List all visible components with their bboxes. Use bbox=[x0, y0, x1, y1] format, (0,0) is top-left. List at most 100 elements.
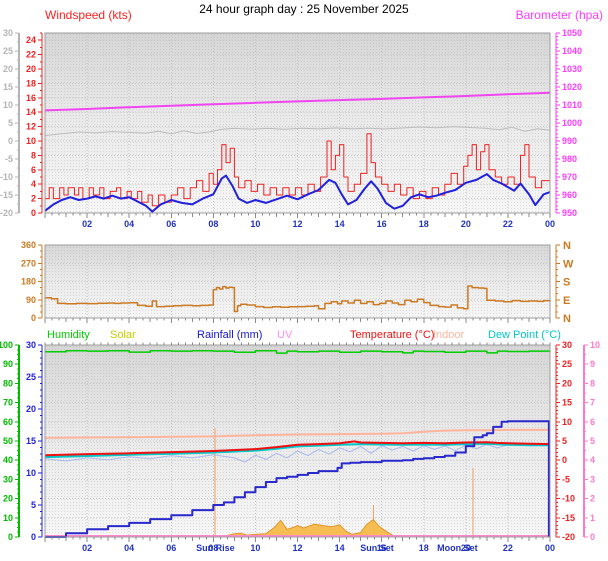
series-temperature bbox=[44, 440, 551, 457]
svg-text:5: 5 bbox=[8, 118, 13, 128]
svg-text:980: 980 bbox=[562, 154, 577, 164]
svg-text:-10: -10 bbox=[562, 494, 575, 504]
svg-text:16: 16 bbox=[26, 93, 36, 103]
svg-text:6: 6 bbox=[31, 165, 36, 175]
direction-letter: N bbox=[563, 313, 571, 325]
series-wind-chill bbox=[44, 444, 550, 463]
svg-text:990: 990 bbox=[562, 136, 577, 146]
svg-text:70: 70 bbox=[3, 398, 13, 408]
legend-item-indoor: Indoor bbox=[433, 329, 465, 341]
event-label: Moon Set bbox=[437, 543, 478, 553]
x-tick-label: 06 bbox=[166, 543, 176, 553]
svg-text:360: 360 bbox=[21, 240, 36, 250]
svg-text:10: 10 bbox=[3, 513, 13, 523]
svg-text:25: 25 bbox=[26, 372, 36, 382]
svg-text:3: 3 bbox=[590, 474, 595, 484]
x-tick-label: 10 bbox=[250, 219, 260, 229]
x-tick-label: 08 bbox=[208, 219, 218, 229]
panel-wind-barometer: 024681012141618202224-20-15-10-505101520… bbox=[0, 28, 582, 229]
svg-text:20: 20 bbox=[3, 494, 13, 504]
x-tick-label: 12 bbox=[292, 543, 302, 553]
x-tick-label: 14 bbox=[335, 219, 345, 229]
series-solar bbox=[223, 519, 399, 538]
svg-text:15: 15 bbox=[562, 398, 572, 408]
svg-text:1010: 1010 bbox=[562, 100, 582, 110]
direction-letter: S bbox=[563, 277, 570, 289]
x-tick-label: 22 bbox=[503, 219, 513, 229]
x-tick-label: 20 bbox=[461, 543, 471, 553]
direction-letter: N bbox=[563, 240, 571, 252]
x-tick-label: 22 bbox=[503, 543, 513, 553]
x-tick-label: 00 bbox=[545, 543, 555, 553]
direction-letter: W bbox=[563, 258, 574, 270]
x-tick-label: 14 bbox=[335, 543, 345, 553]
x-tick-label: 12 bbox=[292, 219, 302, 229]
svg-text:-15: -15 bbox=[0, 190, 13, 200]
svg-text:-5: -5 bbox=[5, 154, 13, 164]
svg-text:15: 15 bbox=[3, 82, 13, 92]
svg-text:50: 50 bbox=[3, 436, 13, 446]
legend-item-dew-point-c: Dew Point (°C) bbox=[488, 329, 561, 341]
svg-text:10: 10 bbox=[26, 468, 36, 478]
event-label: Sun Rise bbox=[196, 543, 235, 553]
svg-text:10: 10 bbox=[26, 136, 36, 146]
svg-text:14: 14 bbox=[26, 107, 36, 117]
svg-text:20: 20 bbox=[26, 404, 36, 414]
barometer-axis-title: Barometer (hpa) bbox=[515, 8, 603, 22]
svg-text:0: 0 bbox=[562, 455, 567, 465]
x-tick-label: 16 bbox=[377, 543, 387, 553]
svg-text:40: 40 bbox=[3, 455, 13, 465]
panel-temp-rain-humidity: 0102030405060708090100051015202530-20-15… bbox=[0, 340, 600, 553]
svg-text:12: 12 bbox=[26, 122, 36, 132]
svg-text:1020: 1020 bbox=[562, 82, 582, 92]
svg-text:30: 30 bbox=[26, 340, 36, 350]
x-tick-label: 20 bbox=[461, 219, 471, 229]
series-wind-direction bbox=[45, 285, 551, 313]
x-tick-label: 02 bbox=[82, 219, 92, 229]
legend-item-solar: Solar bbox=[110, 329, 136, 341]
svg-text:30: 30 bbox=[3, 474, 13, 484]
svg-text:0: 0 bbox=[8, 136, 13, 146]
windspeed-axis-title: Windspeed (kts) bbox=[45, 8, 132, 22]
series-dew-point bbox=[44, 442, 550, 459]
svg-text:1050: 1050 bbox=[562, 28, 582, 38]
svg-text:-20: -20 bbox=[562, 532, 575, 542]
series-barometer bbox=[44, 91, 551, 112]
svg-text:-15: -15 bbox=[562, 513, 575, 523]
legend-item-temperature-c: Temperature (°C) bbox=[350, 329, 435, 341]
svg-text:24: 24 bbox=[26, 35, 36, 45]
svg-text:100: 100 bbox=[0, 340, 13, 350]
x-tick-label: 00 bbox=[545, 219, 555, 229]
svg-text:20: 20 bbox=[562, 378, 572, 388]
svg-text:5: 5 bbox=[31, 500, 36, 510]
svg-text:5: 5 bbox=[562, 436, 567, 446]
svg-text:10: 10 bbox=[3, 100, 13, 110]
svg-text:20: 20 bbox=[3, 64, 13, 74]
series-humidity bbox=[45, 350, 551, 354]
svg-text:-10: -10 bbox=[0, 172, 13, 182]
x-tick-label: 08 bbox=[208, 543, 218, 553]
svg-text:2: 2 bbox=[590, 494, 595, 504]
legend-item-humidity: Humidity bbox=[47, 329, 90, 341]
svg-text:80: 80 bbox=[3, 378, 13, 388]
svg-text:0: 0 bbox=[31, 532, 36, 542]
x-tick-label: 10 bbox=[250, 543, 260, 553]
svg-text:30: 30 bbox=[3, 28, 13, 38]
svg-text:1030: 1030 bbox=[562, 64, 582, 74]
event-label: Sun Set bbox=[360, 543, 394, 553]
legend: Humidity Solar Rainfall (mm) UV Temperature … bbox=[0, 329, 608, 343]
svg-text:7: 7 bbox=[590, 398, 595, 408]
legend-item-uv: UV bbox=[277, 329, 293, 341]
direction-letter: E bbox=[563, 295, 570, 307]
svg-text:0: 0 bbox=[8, 532, 13, 542]
x-tick-label: 16 bbox=[377, 219, 387, 229]
x-tick-label: 18 bbox=[419, 219, 429, 229]
series-barometer-secondary bbox=[44, 126, 551, 137]
svg-text:270: 270 bbox=[21, 258, 36, 268]
svg-text:2: 2 bbox=[31, 194, 36, 204]
svg-text:60: 60 bbox=[3, 417, 13, 427]
x-tick-label: 06 bbox=[166, 219, 176, 229]
x-tick-label: 02 bbox=[82, 543, 92, 553]
